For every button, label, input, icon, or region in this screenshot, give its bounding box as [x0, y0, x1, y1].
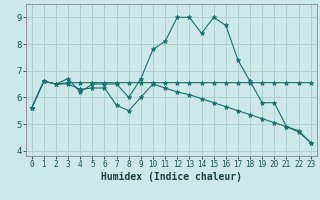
- X-axis label: Humidex (Indice chaleur): Humidex (Indice chaleur): [101, 172, 242, 182]
